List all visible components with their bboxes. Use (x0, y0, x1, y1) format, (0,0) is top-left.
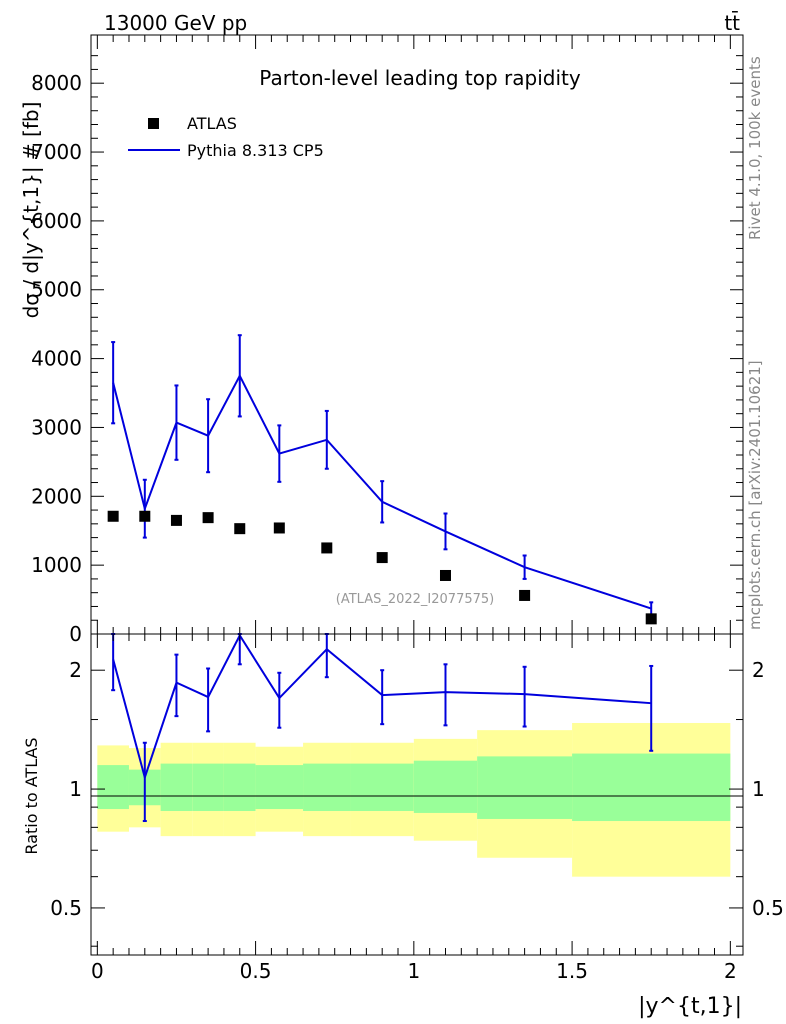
ratio-y-tick-label-right: 1 (752, 777, 765, 801)
chart-title: Parton-level leading top rapidity (259, 66, 581, 90)
rivet-version-label: Rivet 4.1.0, 100k events (746, 56, 764, 240)
ratio-frame (90, 633, 744, 956)
ratio-y-tick-label-right: 2 (752, 658, 765, 682)
atlas-data-point (273, 522, 285, 534)
ratio-inner-band (223, 763, 256, 811)
header-right-label: tt̄ (724, 10, 740, 35)
atlas-data-point (439, 569, 451, 581)
legend-pythia-label: Pythia 8.313 CP5 (187, 141, 324, 160)
atlas-data-point (376, 552, 388, 564)
ratio-inner-band (160, 763, 193, 811)
atlas-data-point (139, 510, 151, 522)
main-y-tick-label: 6000 (31, 209, 82, 233)
x-tick-label: 2 (724, 959, 737, 983)
x-tick-label: 0.5 (240, 959, 272, 983)
main-y-tick-label: 5000 (31, 278, 82, 302)
ratio-y-tick-label-left: 1 (69, 777, 82, 801)
atlas-data-point (321, 542, 333, 554)
atlas-data-point (202, 512, 214, 524)
ratio-y-tick-label-left: 0.5 (50, 896, 82, 920)
ratio-y-tick-label-right: 0.5 (752, 896, 784, 920)
mcplots-reference-label: mcplots.cern.ch [arXiv:2401.10621] (746, 360, 764, 630)
ratio-inner-band (572, 753, 731, 822)
ratio-inner-band (350, 763, 414, 811)
main-y-tick-label: 3000 (31, 415, 82, 439)
main-y-axis-label: dσ / d|y^{t,1}| # [fb] (19, 102, 43, 319)
ratio-inner-band (97, 765, 129, 810)
main-y-tick-label: 8000 (31, 71, 82, 95)
x-tick-label: 0 (91, 959, 104, 983)
x-tick-label: 1.5 (556, 959, 588, 983)
main-axis-ticks: 0 1000 2000 3000 4000 5000 6000 7000 8000 (31, 35, 743, 646)
ratio-uncertainty-bands (97, 722, 731, 877)
main-y-tick-label: 7000 (31, 140, 82, 164)
main-y-tick-label: 2000 (31, 484, 82, 508)
ratio-inner-band (255, 765, 304, 810)
atlas-data-point (234, 523, 246, 535)
legend-atlas-label: ATLAS (187, 114, 237, 133)
ratio-inner-band (192, 763, 224, 811)
x-tick-label: 1 (407, 959, 420, 983)
x-axis-label: |y^{t,1}| (638, 994, 742, 1019)
ratio-inner-band (303, 763, 351, 811)
analysis-label: (ATLAS_2022_I2077575) (336, 592, 494, 607)
ratio-inner-band (413, 760, 478, 813)
atlas-data-point (170, 514, 182, 526)
atlas-data-point (645, 613, 657, 625)
legend: ATLAS Pythia 8.313 CP5 (128, 114, 324, 160)
header-left-label: 13000 GeV pp (104, 11, 247, 35)
main-y-tick-label: 4000 (31, 347, 82, 371)
legend-atlas-marker (148, 118, 159, 129)
main-y-tick-label: 0 (69, 622, 82, 646)
ratio-y-axis-label: Ratio to ATLAS (22, 737, 41, 854)
ratio-axis-ticks: 0 0.5 1 1.5 2 0.5 0.5 1 1 2 2 (50, 634, 784, 983)
atlas-data-point (519, 589, 531, 601)
main-data-layer (107, 334, 657, 625)
atlas-data-point (107, 510, 119, 522)
ratio-inner-band (477, 756, 573, 819)
ratio-y-tick-label-left: 2 (69, 658, 82, 682)
main-y-tick-label: 1000 (31, 553, 82, 577)
